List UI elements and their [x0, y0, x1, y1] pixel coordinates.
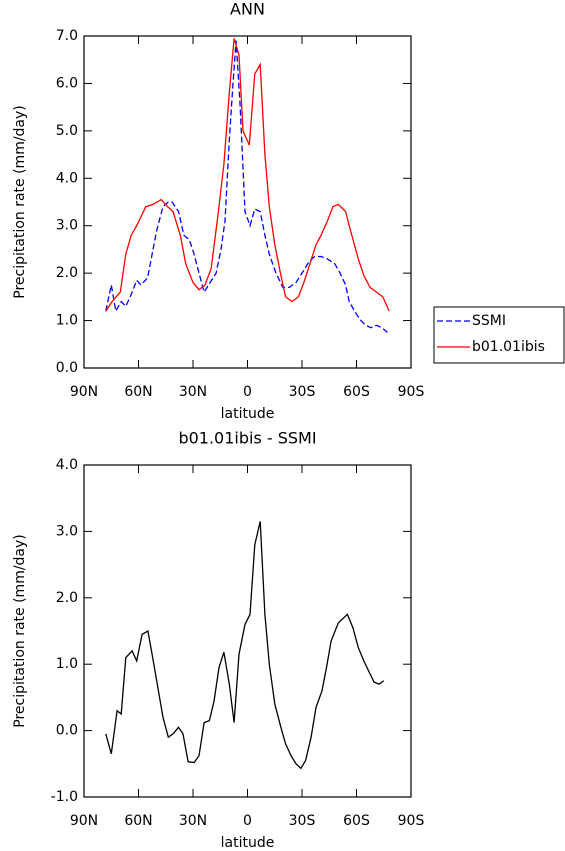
plot-frame [83, 464, 412, 798]
x-tick-label: 60S [343, 384, 370, 400]
legend-label: b01.01ibis [472, 339, 545, 355]
x-tick-label: 90S [398, 813, 425, 829]
series-line [105, 40, 388, 333]
plot-frame [83, 35, 412, 369]
chart-title: ANN [230, 0, 265, 19]
y-tick-label: 2.0 [56, 265, 78, 281]
y-tick-label: 1.0 [56, 313, 78, 329]
chart-title: b01.01ibis - SSMI [178, 429, 316, 448]
x-tick-label: 0 [243, 813, 252, 829]
y-tick-label: 0.0 [56, 723, 78, 739]
y-tick-label: 3.0 [56, 218, 78, 234]
y-axis-label: Precipitation rate (mm/day) [12, 534, 28, 728]
x-tick-label: 30N [179, 384, 207, 400]
x-axis-label: latitude [221, 406, 275, 422]
y-tick-label: 3.0 [56, 523, 78, 539]
y-tick-label: 2.0 [56, 590, 78, 606]
x-tick-label: 90N [70, 384, 98, 400]
x-tick-label: 60N [124, 813, 152, 829]
y-tick-label: 7.0 [56, 28, 78, 44]
series-line [105, 521, 385, 770]
y-tick-label: -1.0 [51, 789, 78, 805]
x-tick-label: 90N [70, 813, 98, 829]
y-axis-label: Precipitation rate (mm/day) [12, 105, 28, 299]
y-tick-label: 5.0 [56, 123, 78, 139]
y-tick-label: 0.0 [56, 360, 78, 376]
y-tick-label: 6.0 [56, 75, 78, 91]
x-tick-label: 30N [179, 813, 207, 829]
legend-label: SSMI [472, 313, 506, 329]
series-line [105, 38, 390, 312]
y-tick-label: 4.0 [56, 457, 78, 473]
legend: SSMI b01.01ibis [433, 306, 565, 364]
x-tick-label: 60S [343, 813, 370, 829]
x-tick-label: 30S [289, 813, 316, 829]
x-tick-label: 60N [124, 384, 152, 400]
y-tick-label: 1.0 [56, 656, 78, 672]
x-tick-label: 30S [289, 384, 316, 400]
x-axis-label: latitude [221, 835, 275, 851]
x-tick-label: 90S [398, 384, 425, 400]
legend-box [433, 306, 565, 364]
x-tick-label: 0 [243, 384, 252, 400]
y-tick-label: 4.0 [56, 170, 78, 186]
